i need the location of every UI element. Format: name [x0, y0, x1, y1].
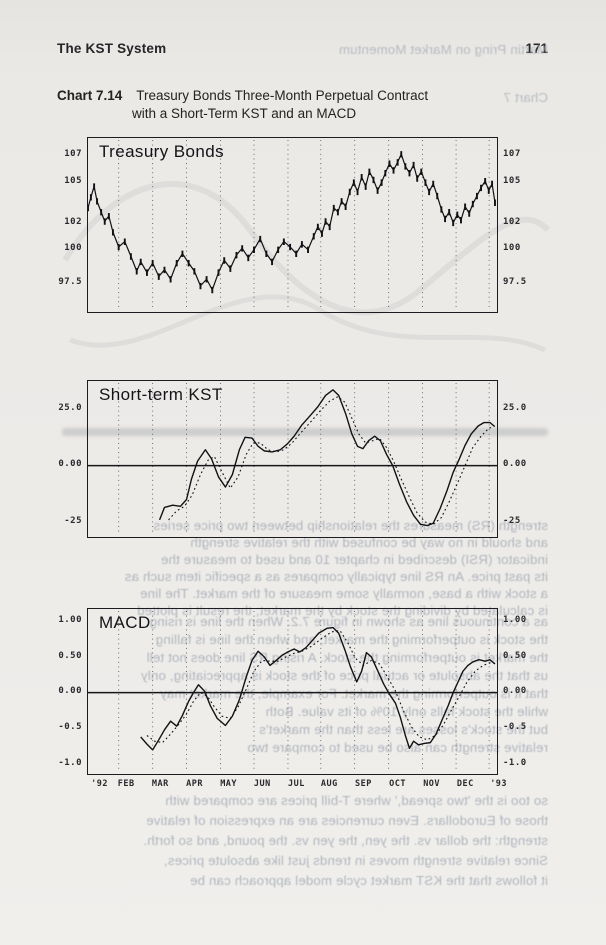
- show-through-curves: [62, 181, 550, 353]
- show-through-text: strength: the dollar vs. the yen, the ye…: [143, 833, 548, 848]
- caption-line1: Treasury Bonds Three-Month Perpetual Con…: [136, 88, 429, 103]
- macd-yaxis-right: 1.00 0.50 0.00 -0.5 -1.0: [503, 608, 549, 772]
- short-term-kst-plot: [88, 383, 497, 535]
- price-bars: [88, 151, 496, 294]
- show-through-text: Chart 7: [503, 90, 548, 105]
- month-label: NOV: [423, 779, 441, 789]
- month-label: DEC: [456, 779, 474, 789]
- treasury-bonds-yaxis-left: 107 105 102 100 97.5: [36, 137, 82, 310]
- macd-chart-title: MACD: [99, 613, 151, 632]
- treasury-bonds-plot: [88, 140, 496, 310]
- show-through-text: those of Eurodollars. Even currencies ar…: [146, 813, 548, 828]
- y-tick-label: 0.50: [503, 650, 527, 661]
- y-tick-label: 97.5: [58, 276, 82, 287]
- month-label: MAY: [220, 779, 238, 789]
- kst-chart-title: Short-term KST: [99, 385, 223, 404]
- macd-plot: [88, 611, 497, 772]
- y-tick-label: 107: [64, 149, 82, 160]
- macd-line: [140, 626, 496, 751]
- show-through-text: indicator (RSI) described in chapter 10 …: [160, 552, 548, 567]
- short-term-kst-chart: Short-term KST: [87, 380, 498, 538]
- y-tick-label: 107: [503, 149, 521, 160]
- y-tick-label: 25.0: [58, 403, 82, 413]
- show-through-band: [62, 428, 548, 436]
- month-label: '92: [91, 779, 108, 789]
- month-label: JUL: [288, 779, 305, 789]
- y-tick-label: 105: [503, 176, 521, 187]
- caption-line2: with a Short-Term KST and an MACD: [132, 106, 357, 121]
- y-tick-label: 0.50: [58, 650, 82, 661]
- month-label: APR: [186, 779, 203, 789]
- month-label: MAR: [151, 779, 169, 789]
- price-line: [88, 153, 496, 291]
- y-tick-label: -25: [503, 515, 521, 526]
- show-through-text: it follows that the KST market cycle mod…: [189, 873, 548, 888]
- show-through-text: so too is the 'two spread,' where T-bill…: [165, 793, 548, 808]
- running-head: The KST System: [57, 41, 167, 56]
- y-tick-label: 100: [64, 243, 82, 254]
- y-tick-label: 0.00: [503, 459, 527, 470]
- y-tick-label: 102: [64, 216, 82, 227]
- y-tick-label: 25.0: [503, 403, 527, 413]
- macd-chart: MACD: [87, 608, 498, 775]
- show-through-text: Since relative strength moves in trends …: [163, 853, 548, 868]
- month-label: SEP: [355, 779, 372, 789]
- show-through-text: its past price. An RS line typically com…: [124, 569, 548, 584]
- short-term-kst-yaxis-left: 25.0 0.00 -25: [36, 380, 82, 535]
- figure-caption: Chart 7.14 Treasury Bonds Three-Month Per…: [57, 87, 487, 123]
- month-label: OCT: [389, 779, 406, 789]
- y-tick-label: -0.5: [503, 722, 527, 733]
- page-number: 171: [525, 41, 548, 56]
- kst-line: [158, 389, 495, 527]
- show-through-text: Martin Pring on Market Momentum: [338, 42, 548, 57]
- y-tick-label: 102: [503, 216, 521, 227]
- treasury-bonds-chart: Treasury Bonds: [87, 137, 498, 313]
- show-through-text: a stock with a base, normally some measu…: [139, 586, 548, 601]
- month-label: AUG: [320, 779, 338, 789]
- y-tick-label: 1.00: [503, 615, 527, 626]
- month-label: JUN: [253, 779, 271, 789]
- y-tick-label: -1.0: [503, 757, 527, 768]
- y-tick-label: -1.0: [58, 757, 82, 768]
- y-tick-label: 0.00: [58, 459, 82, 470]
- month-label: FEB: [117, 779, 135, 789]
- treasury-bonds-yaxis-right: 107 105 102 100 97.5: [503, 137, 549, 310]
- macd-signal-line: [146, 629, 496, 744]
- macd-yaxis-left: 1.00 0.50 0.00 -0.5 -1.0: [36, 608, 82, 772]
- y-tick-label: -0.5: [58, 722, 82, 733]
- month-label: '93: [490, 779, 508, 789]
- month-axis: '92 FEB MAR APR MAY JUN JUL AUG SEP OCT NOV DEC '93: [87, 779, 506, 793]
- y-tick-label: 0.00: [58, 686, 82, 697]
- y-tick-label: 0.00: [503, 686, 527, 697]
- caption-label: Chart 7.14: [57, 88, 123, 103]
- y-tick-label: 100: [503, 243, 521, 254]
- short-term-kst-yaxis-right: 25.0 0.00 -25: [503, 380, 549, 535]
- kst-signal-line: [168, 396, 496, 525]
- y-tick-label: 105: [64, 176, 82, 187]
- y-tick-label: 1.00: [58, 615, 82, 626]
- y-tick-label: 97.5: [503, 276, 527, 287]
- y-tick-label: -25: [64, 515, 82, 526]
- treasury-bonds-chart-title: Treasury Bonds: [99, 142, 224, 161]
